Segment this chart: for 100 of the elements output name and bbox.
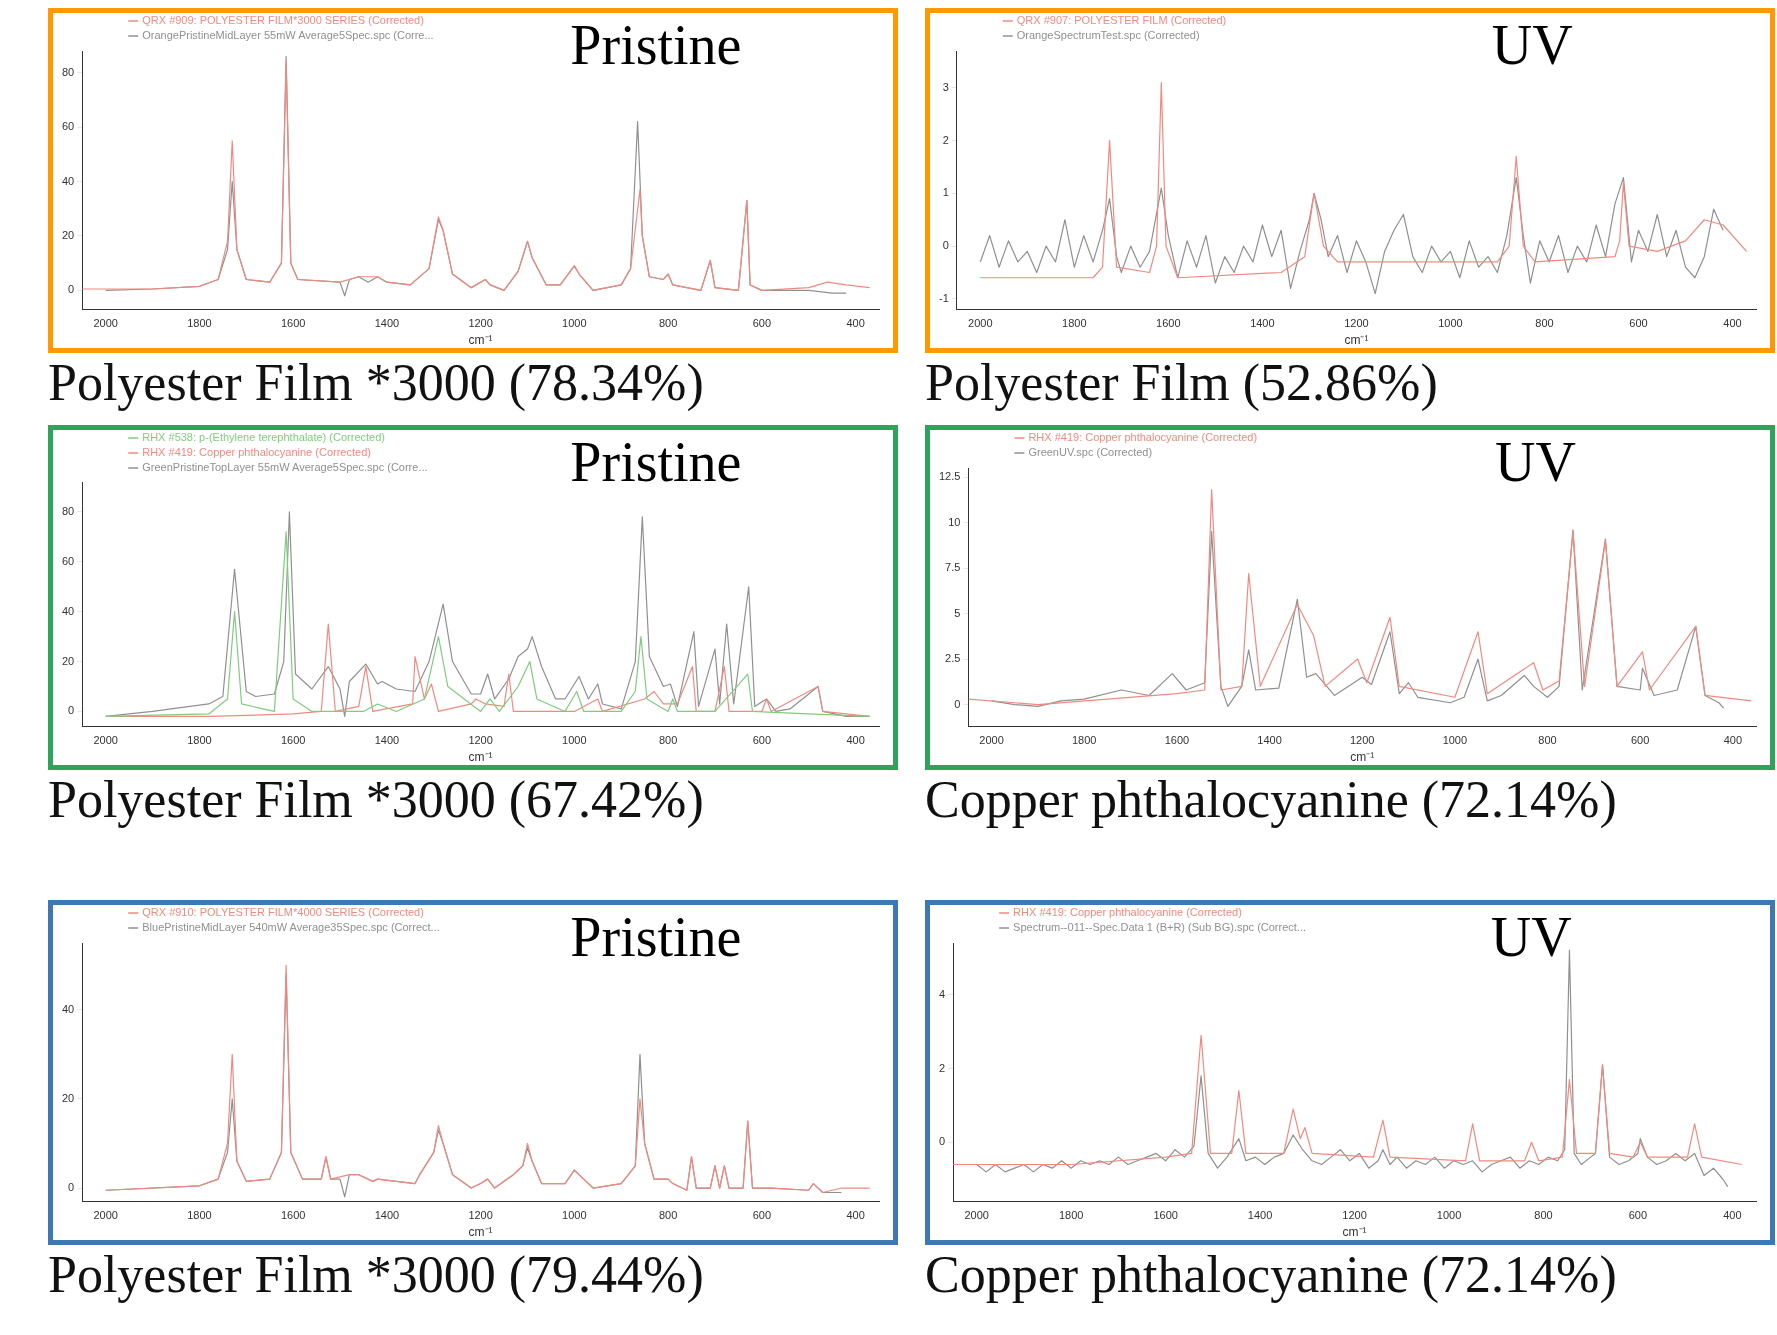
x-axis-title: cm⁻¹	[468, 333, 493, 348]
x-tick-label: 800	[1538, 734, 1557, 747]
annotation: UV	[1490, 905, 1572, 968]
x-axis-title: cm⁻¹	[1350, 750, 1375, 765]
x-tick-label: 1400	[374, 734, 400, 747]
x-tick-label: 1600	[1153, 1209, 1178, 1222]
y-tick-label: 2	[942, 133, 949, 146]
legend-label: QRX #907: POLYESTER FILM (Corrected)	[1016, 14, 1227, 27]
x-tick-label: 1200	[468, 734, 493, 747]
annotation: Pristine	[570, 13, 742, 76]
x-tick-label: 600	[752, 1209, 772, 1222]
x-tick-label: 400	[1723, 1209, 1742, 1222]
y-tick-label: 0	[68, 1181, 75, 1194]
x-tick-label: 1000	[562, 317, 587, 330]
x-tick-label: 1600	[1156, 317, 1181, 330]
y-tick-label: 1	[942, 186, 949, 199]
x-tick-label: 400	[846, 1209, 865, 1222]
legend-label: OrangeSpectrumTest.spc (Corrected)	[1016, 29, 1200, 42]
legend-label: Spectrum--011--Spec.Data 1 (B+R) (Sub BG).spc (Correct...	[1013, 921, 1307, 934]
x-axis-title: cm⁻¹	[468, 1225, 493, 1240]
x-tick-label: 1800	[1058, 1209, 1084, 1222]
legend-label: QRX #910: POLYESTER FILM*4000 SERIES (Corrected)	[142, 906, 424, 919]
text: Polyester Film (52.86%)	[925, 353, 1439, 413]
y-tick-label: 40	[61, 1002, 75, 1015]
x-tick-label: 800	[658, 317, 678, 330]
x-tick-label: 800	[1535, 317, 1554, 330]
y-tick-label: 2	[938, 1061, 946, 1074]
x-axis-title: cm⁻¹	[1344, 333, 1369, 348]
y-tick-label: 0	[942, 239, 949, 252]
x-axis-title: cm⁻¹	[468, 750, 493, 765]
y-tick-label: 3	[942, 80, 949, 93]
x-tick-label: 1800	[187, 734, 212, 747]
x-tick-label: 600	[1628, 1209, 1648, 1222]
legend-label: RHX #419: Copper phthalocyanine (Corrected)	[142, 446, 371, 459]
x-tick-label: 1600	[1164, 734, 1190, 747]
x-tick-label: 600	[1629, 317, 1648, 330]
x-tick-label: 1400	[1257, 734, 1282, 747]
annotation: UV	[1491, 13, 1573, 76]
y-tick-label: 20	[61, 1091, 75, 1104]
x-tick-label: 400	[846, 317, 865, 330]
y-tick-label: 10	[948, 515, 961, 528]
y-tick-label: 4	[938, 987, 946, 1000]
y-tick-label: 20	[61, 654, 75, 667]
x-tick-label: 1000	[1442, 734, 1468, 747]
x-tick-label: 1800	[1062, 317, 1087, 330]
y-tick-label: 0	[68, 283, 75, 296]
x-tick-label: 1400	[1250, 317, 1275, 330]
x-tick-label: 1400	[374, 317, 400, 330]
y-tick-label: 0	[938, 1135, 946, 1148]
x-tick-label: 1200	[468, 317, 493, 330]
y-tick-label: 80	[61, 504, 75, 517]
x-tick-label: 1600	[280, 317, 306, 330]
y-tick-label: 80	[61, 65, 75, 78]
x-tick-label: 2000	[93, 734, 118, 747]
x-tick-label: 1000	[562, 734, 587, 747]
y-tick-label: 0	[954, 697, 961, 710]
legend-label: QRX #909: POLYESTER FILM*3000 SERIES (Corrected)	[142, 14, 424, 27]
annotation: Pristine	[570, 430, 742, 493]
x-tick-label: 1000	[562, 1209, 587, 1222]
legend-label: OrangePristineMidLayer 55mW Average5Spec.spc (Corre...	[142, 29, 434, 42]
x-tick-label: 2000	[979, 734, 1004, 747]
x-tick-label: 1800	[1071, 734, 1097, 747]
x-tick-label: 2000	[93, 317, 118, 330]
x-tick-label: 2000	[968, 317, 993, 330]
x-tick-label: 1600	[280, 734, 306, 747]
x-tick-label: 1400	[374, 1209, 400, 1222]
text: Polyester Film *3000 (79.44%)	[48, 1245, 705, 1305]
annotation: Pristine	[570, 905, 742, 968]
x-tick-label: 1200	[1349, 734, 1375, 747]
x-tick-label: 2000	[93, 1209, 118, 1222]
x-axis-title: cm⁻¹	[1342, 1225, 1367, 1240]
x-tick-label: 1600	[280, 1209, 306, 1222]
y-tick-label: 5	[954, 606, 961, 619]
x-tick-label: 1800	[187, 1209, 212, 1222]
x-tick-label: 400	[1723, 317, 1742, 330]
legend-label: RHX #538: p-(Ethylene terephthalate) (Corrected)	[142, 431, 385, 444]
y-tick-label: 2.5	[945, 652, 961, 665]
y-tick-label: 12.5	[938, 470, 961, 483]
x-tick-label: 600	[752, 317, 772, 330]
text: Polyester Film *3000 (67.42%)	[48, 770, 705, 830]
legend-label: GreenPristineTopLayer 55mW Average5Spec.spc (Corre...	[142, 461, 428, 474]
y-tick-label: 60	[61, 120, 75, 133]
x-tick-label: 400	[846, 734, 865, 747]
x-tick-label: 800	[658, 1209, 678, 1222]
x-tick-label: 2000	[964, 1209, 989, 1222]
y-tick-label: -1	[939, 291, 949, 304]
y-tick-label: 20	[61, 228, 75, 241]
x-tick-label: 1200	[1344, 317, 1369, 330]
x-tick-label: 1800	[187, 317, 212, 330]
x-tick-label: 800	[1534, 1209, 1553, 1222]
x-tick-label: 600	[1631, 734, 1650, 747]
legend-label: RHX #419: Copper phthalocyanine (Corrected)	[1013, 906, 1242, 919]
annotation: UV	[1495, 430, 1576, 493]
text: Copper phthalocyanine (72.14%)	[925, 770, 1618, 830]
legend-label: GreenUV.spc (Corrected)	[1028, 446, 1153, 459]
legend-label: RHX #419: Copper phthalocyanine (Corrected)	[1028, 431, 1258, 444]
y-tick-label: 7.5	[945, 561, 961, 574]
x-tick-label: 1200	[468, 1209, 493, 1222]
text: Copper phthalocyanine (72.14%)	[925, 1245, 1618, 1305]
legend-label: BluePristineMidLayer 540mW Average35Spec.spc (Correct...	[142, 921, 440, 934]
